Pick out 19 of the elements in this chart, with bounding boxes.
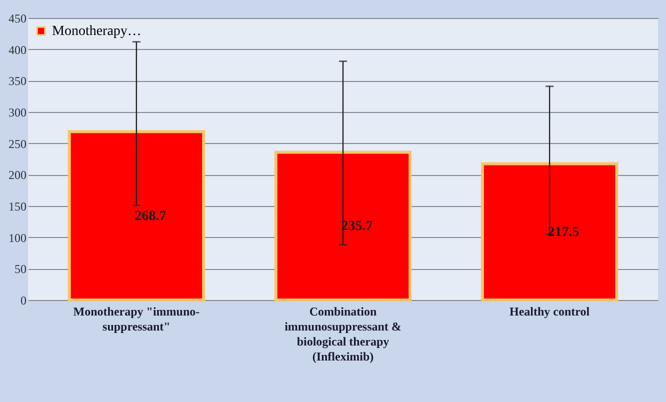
- x-tick-label: Monotherapy "immuno-suppressant": [73, 304, 200, 334]
- bar: [68, 130, 206, 302]
- bar: [274, 150, 412, 302]
- x-tick-label: Healthy control: [510, 304, 590, 318]
- y-tick-label: 250: [8, 136, 26, 151]
- y-tick-label: 450: [8, 12, 26, 26]
- data-label: 268.7: [134, 208, 166, 224]
- legend-label: Monotherapy…: [52, 24, 142, 39]
- y-tick-label: 300: [8, 106, 26, 120]
- y-tick-label: 0: [20, 294, 26, 308]
- y-tick-label: 100: [8, 230, 26, 245]
- y-tick-label: 50: [14, 262, 26, 276]
- y-tick-label: 150: [8, 200, 26, 214]
- y-tick-label: 200: [8, 168, 26, 182]
- x-tick-label: Combination immunosuppressant & biological therapy (Infleximib): [284, 304, 402, 364]
- bar: [480, 162, 618, 302]
- y-tick-label: 400: [8, 42, 26, 57]
- data-label: 217.5: [548, 224, 580, 240]
- y-tick-label: 350: [8, 74, 26, 88]
